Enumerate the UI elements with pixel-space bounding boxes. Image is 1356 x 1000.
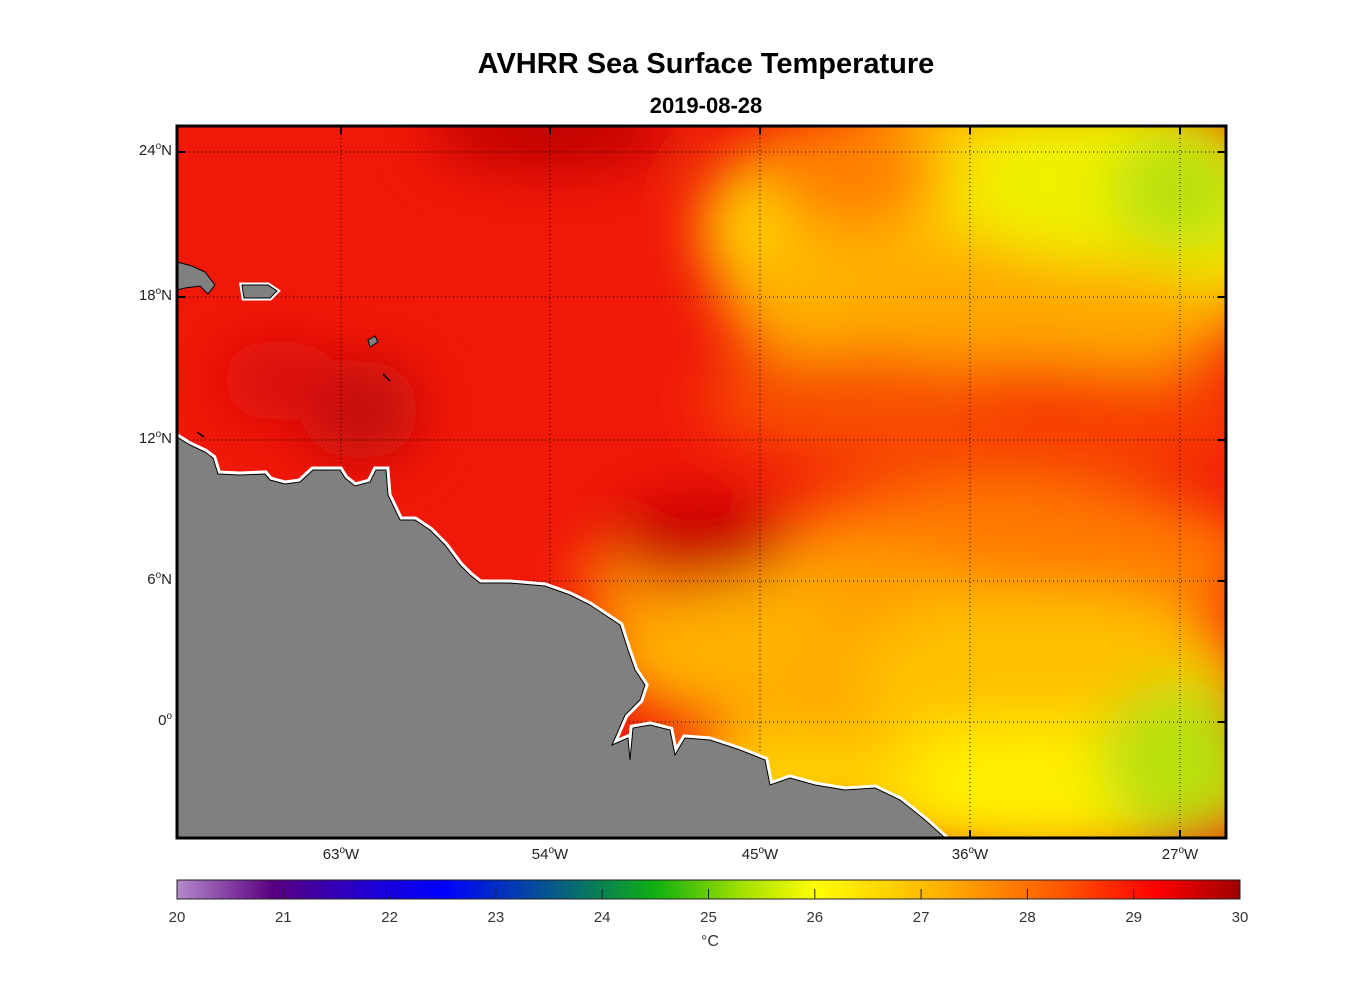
- small-island: [382, 373, 391, 382]
- lon-label: 45oW: [741, 845, 779, 863]
- colorbar-ticks: [282, 889, 1135, 899]
- colorbar-label: 28: [1019, 909, 1036, 926]
- lat-label: 6oN: [147, 570, 172, 588]
- lat-label: 24oN: [138, 141, 172, 159]
- colorbar-label: 23: [487, 909, 505, 926]
- colorbar-label: 30: [1231, 909, 1249, 926]
- lat-label: 18oN: [138, 286, 172, 304]
- sst-field: [177, 126, 1226, 838]
- small-island: [367, 335, 379, 348]
- sst-patch: [700, 350, 1000, 450]
- colorbar-label: 27: [912, 909, 930, 926]
- chart-title: AVHRR Sea Surface Temperature: [477, 48, 935, 80]
- colorbar-label: 25: [700, 909, 717, 926]
- lat-label: 0o: [158, 711, 172, 729]
- sst-patch: [430, 126, 670, 170]
- colorbar-label: 22: [381, 909, 398, 926]
- colorbar-label: 26: [806, 909, 824, 926]
- sst-patch: [220, 340, 340, 420]
- small-island: [196, 431, 205, 438]
- chart-subtitle: 2019-08-28: [649, 93, 763, 118]
- lon-label: 36oW: [951, 845, 989, 863]
- sst-patch: [610, 495, 790, 585]
- lon-label: 27oW: [1161, 845, 1199, 863]
- sst-patch: [850, 260, 1226, 380]
- map-frame: [175, 124, 1228, 840]
- colorbar-label: 29: [1125, 909, 1143, 926]
- lon-label: 63oW: [322, 845, 360, 863]
- sst-patch: [1110, 130, 1226, 250]
- colorbar-label: 21: [274, 909, 292, 926]
- lat-label: 12oN: [138, 429, 172, 447]
- lon-label: 54oW: [531, 845, 569, 863]
- land: [177, 261, 951, 838]
- colorbar-label: 24: [593, 909, 611, 926]
- hispaniola-island: [177, 261, 216, 295]
- colorbar-label: 20: [168, 909, 186, 926]
- grid-lines: [177, 126, 1226, 838]
- sst-patch: [760, 126, 940, 230]
- colorbar-unit: °C: [701, 933, 719, 950]
- sst-patch: [1100, 680, 1226, 838]
